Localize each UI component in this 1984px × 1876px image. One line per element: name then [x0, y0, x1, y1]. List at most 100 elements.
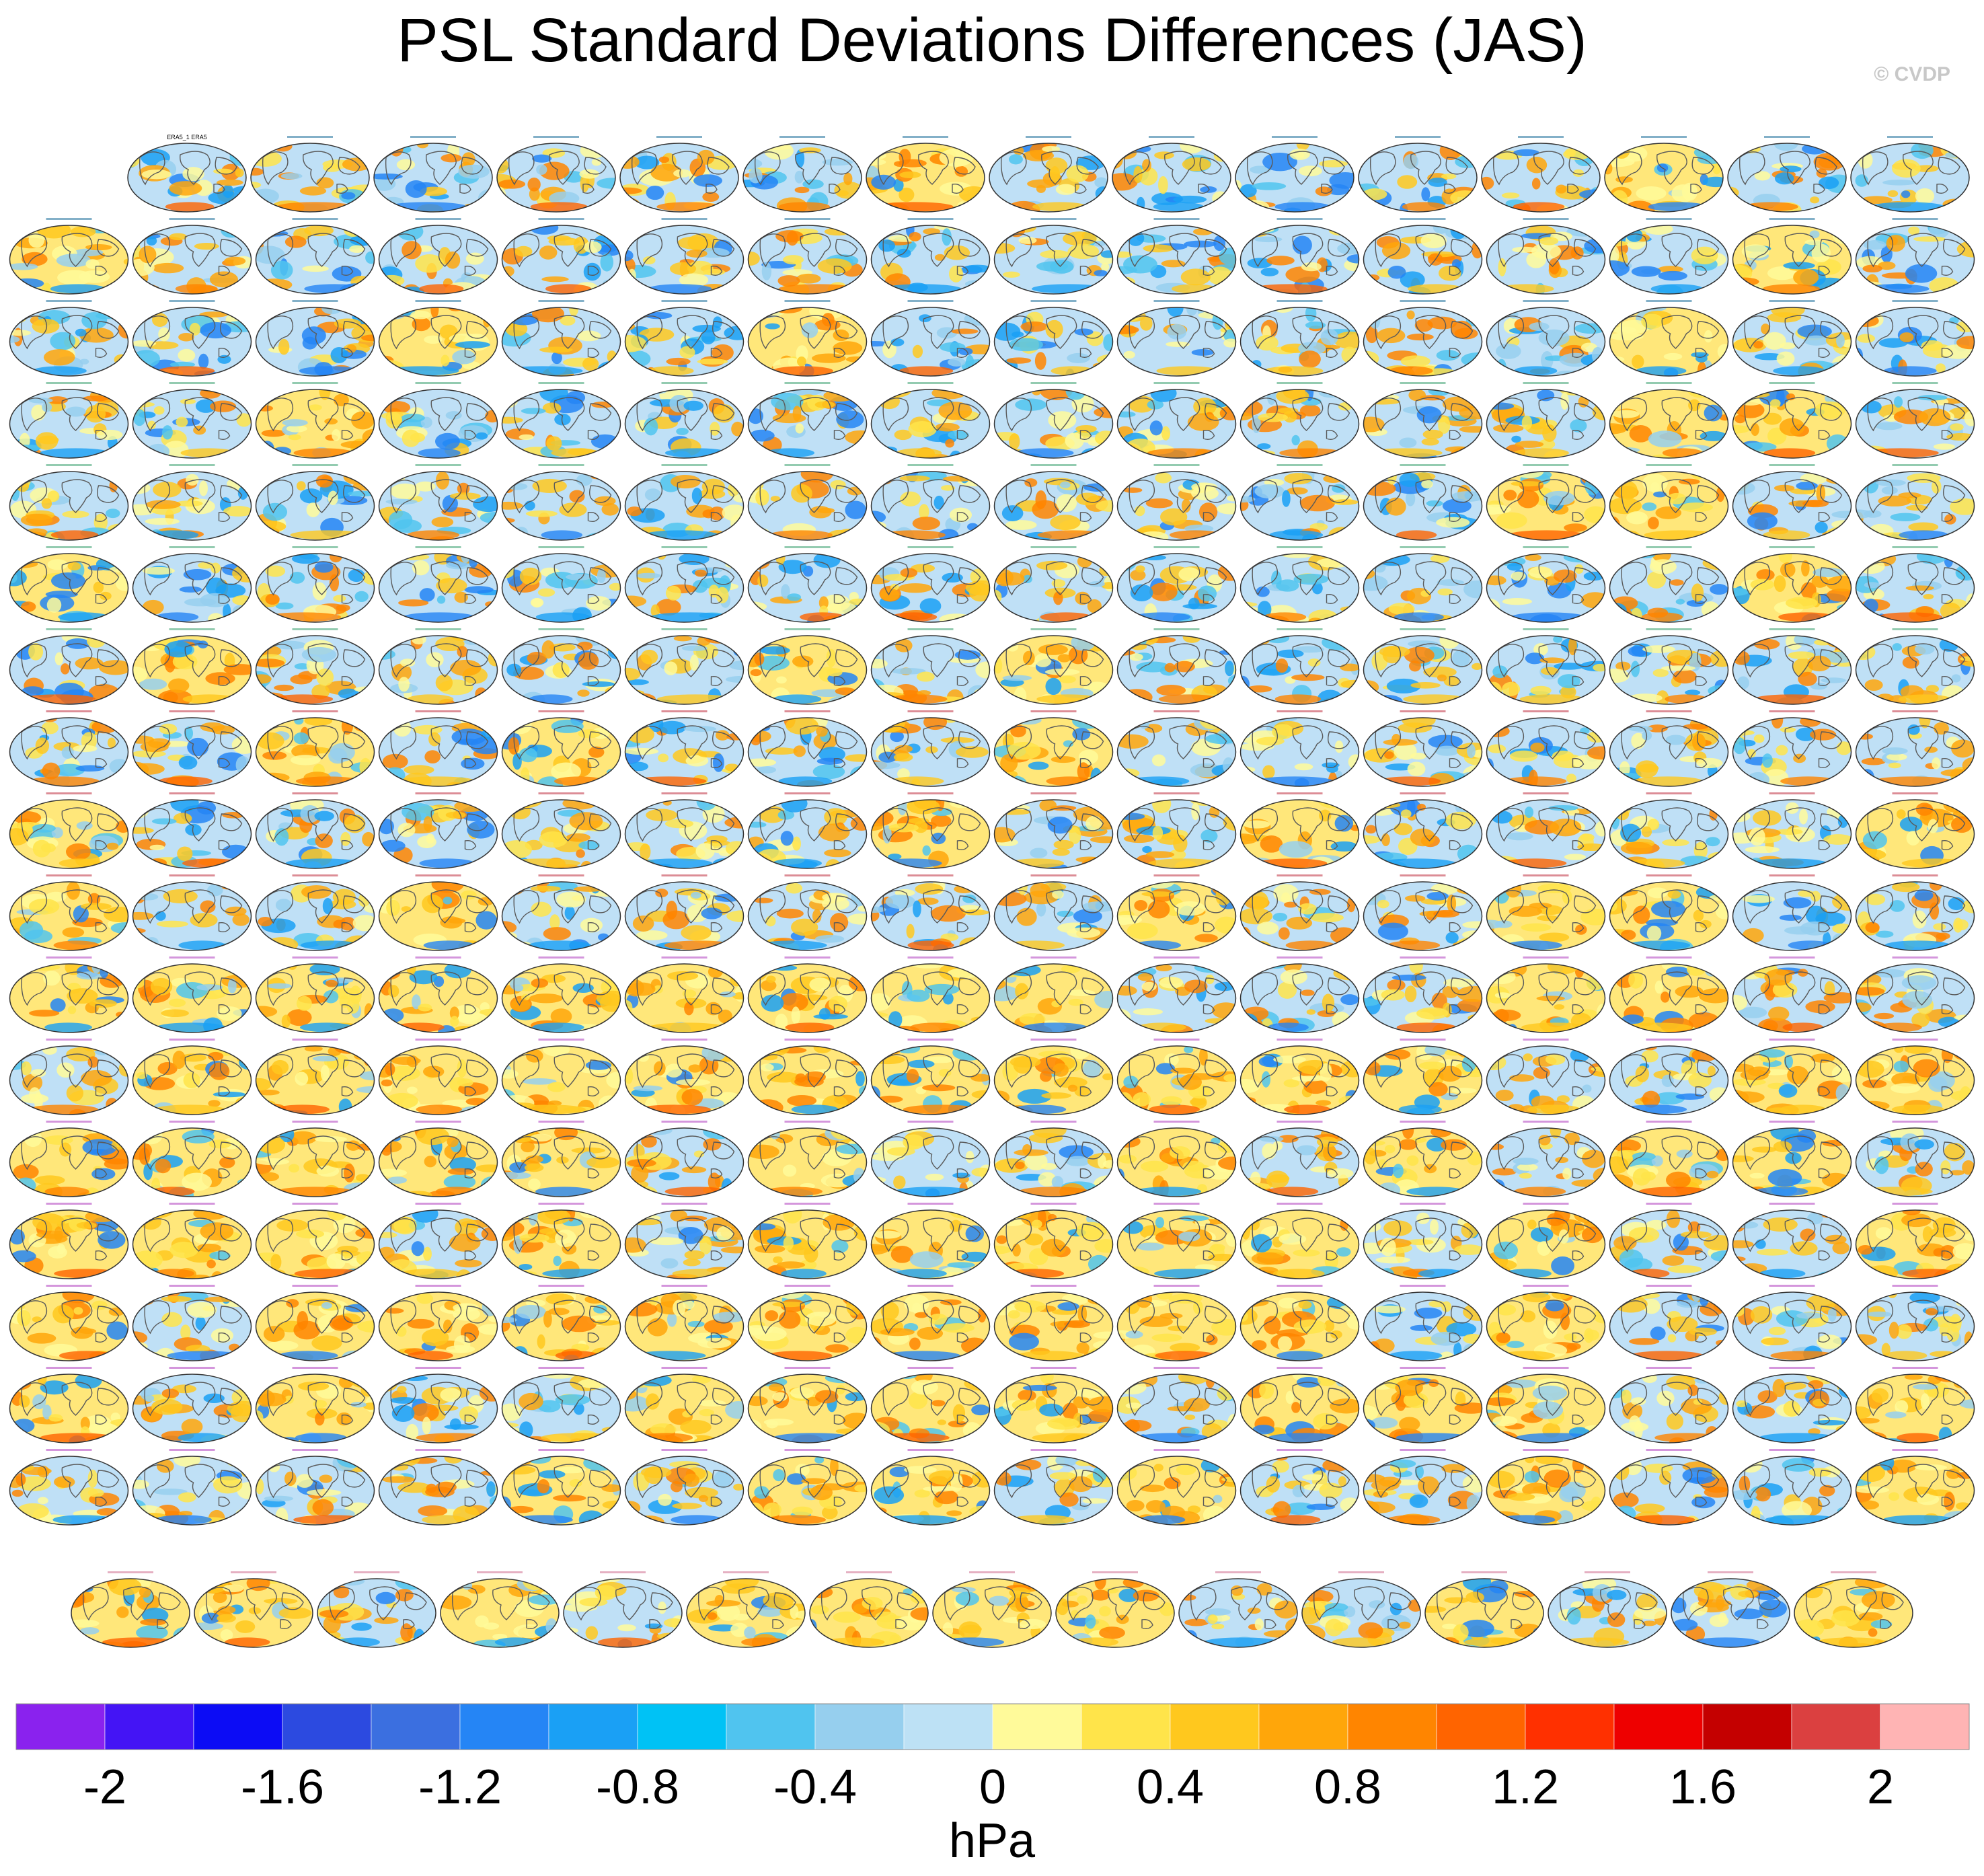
credit-label: © CVDP: [1874, 63, 1950, 85]
map-panel: [993, 956, 1114, 1033]
map-panel: [1609, 956, 1729, 1033]
map-panel: [378, 1203, 498, 1279]
map-panel: [747, 1449, 868, 1526]
map-panel: [1363, 874, 1483, 951]
map-panel: [1363, 218, 1483, 295]
map-panel: [1363, 382, 1483, 459]
map-panel: [747, 710, 868, 787]
map-panel: [132, 1367, 252, 1443]
map-panel: [1855, 464, 1975, 541]
map-panel: [686, 1571, 806, 1648]
map-panel: [194, 1571, 313, 1648]
map-panel: [1732, 792, 1852, 869]
map-panel: [1363, 1039, 1483, 1115]
map-panel: [1363, 1285, 1483, 1361]
map-panel: [1363, 1121, 1483, 1197]
map-panel: [1235, 136, 1355, 213]
map-panel: [1116, 792, 1237, 869]
map-panel: [1239, 1285, 1360, 1361]
map-panel: [378, 1121, 498, 1197]
map-panel: [1363, 546, 1483, 623]
map-panel: [870, 546, 991, 623]
map-panel: [255, 1367, 375, 1443]
map-panel: [747, 628, 868, 705]
map-panel: [1358, 136, 1478, 213]
map-panel: [993, 218, 1114, 295]
map-panel: [1855, 546, 1975, 623]
map-panel: [9, 1449, 129, 1526]
map-panel: [1363, 628, 1483, 705]
map-panel: [1363, 1203, 1483, 1279]
map-panel: [1855, 792, 1975, 869]
map-panel: [1732, 1285, 1852, 1361]
map-panel: [747, 382, 868, 459]
map-panel: [1116, 300, 1237, 377]
map-panel: [1732, 546, 1852, 623]
map-panel: [1486, 710, 1606, 787]
map-panel: [378, 956, 498, 1033]
map-panel: [255, 1121, 375, 1197]
map-panel: [870, 1449, 991, 1526]
map-panel: [378, 628, 498, 705]
map-panel: [9, 956, 129, 1033]
map-panel: [1116, 710, 1237, 787]
map-panel: [1239, 956, 1360, 1033]
map-panel: [501, 1367, 621, 1443]
map-panel: [1609, 464, 1729, 541]
map-panel: [1239, 1039, 1360, 1115]
map-panel: [747, 464, 868, 541]
map-panel: [1239, 300, 1360, 377]
map-panel: [1486, 628, 1606, 705]
map-panel: [1732, 710, 1852, 787]
map-panel: [870, 218, 991, 295]
map-panel: [1481, 136, 1601, 213]
map-panel: [1548, 1571, 1667, 1648]
map-panel: [9, 546, 129, 623]
map-panel: [1732, 1121, 1852, 1197]
map-panel: [747, 1367, 868, 1443]
map-panel: [624, 710, 745, 787]
map-panel: [1609, 546, 1729, 623]
map-panel: [255, 874, 375, 951]
map-panel: [1609, 1367, 1729, 1443]
map-panel: [255, 956, 375, 1033]
map-panel: [132, 710, 252, 787]
map-panel: [870, 300, 991, 377]
map-panel: [378, 1285, 498, 1361]
map-panel: [9, 1039, 129, 1115]
map-panel: [1732, 1367, 1852, 1443]
map-panel: [809, 1571, 929, 1648]
map-panel: [9, 1367, 129, 1443]
map-panel: [993, 546, 1114, 623]
map-panel: [1671, 1571, 1790, 1648]
chart-title: PSL Standard Deviations Differences (JAS…: [397, 6, 1587, 75]
map-panel: [1855, 382, 1975, 459]
map-panel: [1609, 1121, 1729, 1197]
map-panel: [501, 464, 621, 541]
map-panel: [132, 1203, 252, 1279]
map-panel: [1732, 382, 1852, 459]
map-panel: [1239, 1203, 1360, 1279]
map-panel: [132, 300, 252, 377]
map-panel: [501, 1449, 621, 1526]
map-panel: [1363, 956, 1483, 1033]
map-panel: [1116, 1203, 1237, 1279]
map-panel: [870, 1121, 991, 1197]
map-panel: [317, 1571, 436, 1648]
map-panel: [624, 874, 745, 951]
map-panel: [1732, 218, 1852, 295]
map-panel: [378, 1449, 498, 1526]
map-panel: [1609, 218, 1729, 295]
map-panel: [1116, 628, 1237, 705]
map-panel: [255, 1285, 375, 1361]
map-panel: [378, 546, 498, 623]
map-panel: [255, 218, 375, 295]
map-panel: [1239, 628, 1360, 705]
map-panel: [1239, 1121, 1360, 1197]
map-panel: ERA5_1 ERA5: [127, 134, 247, 213]
map-panel: [870, 792, 991, 869]
map-panel: [870, 710, 991, 787]
map-panel: [1609, 382, 1729, 459]
map-panel: [624, 1121, 745, 1197]
map-panel: [373, 136, 493, 213]
